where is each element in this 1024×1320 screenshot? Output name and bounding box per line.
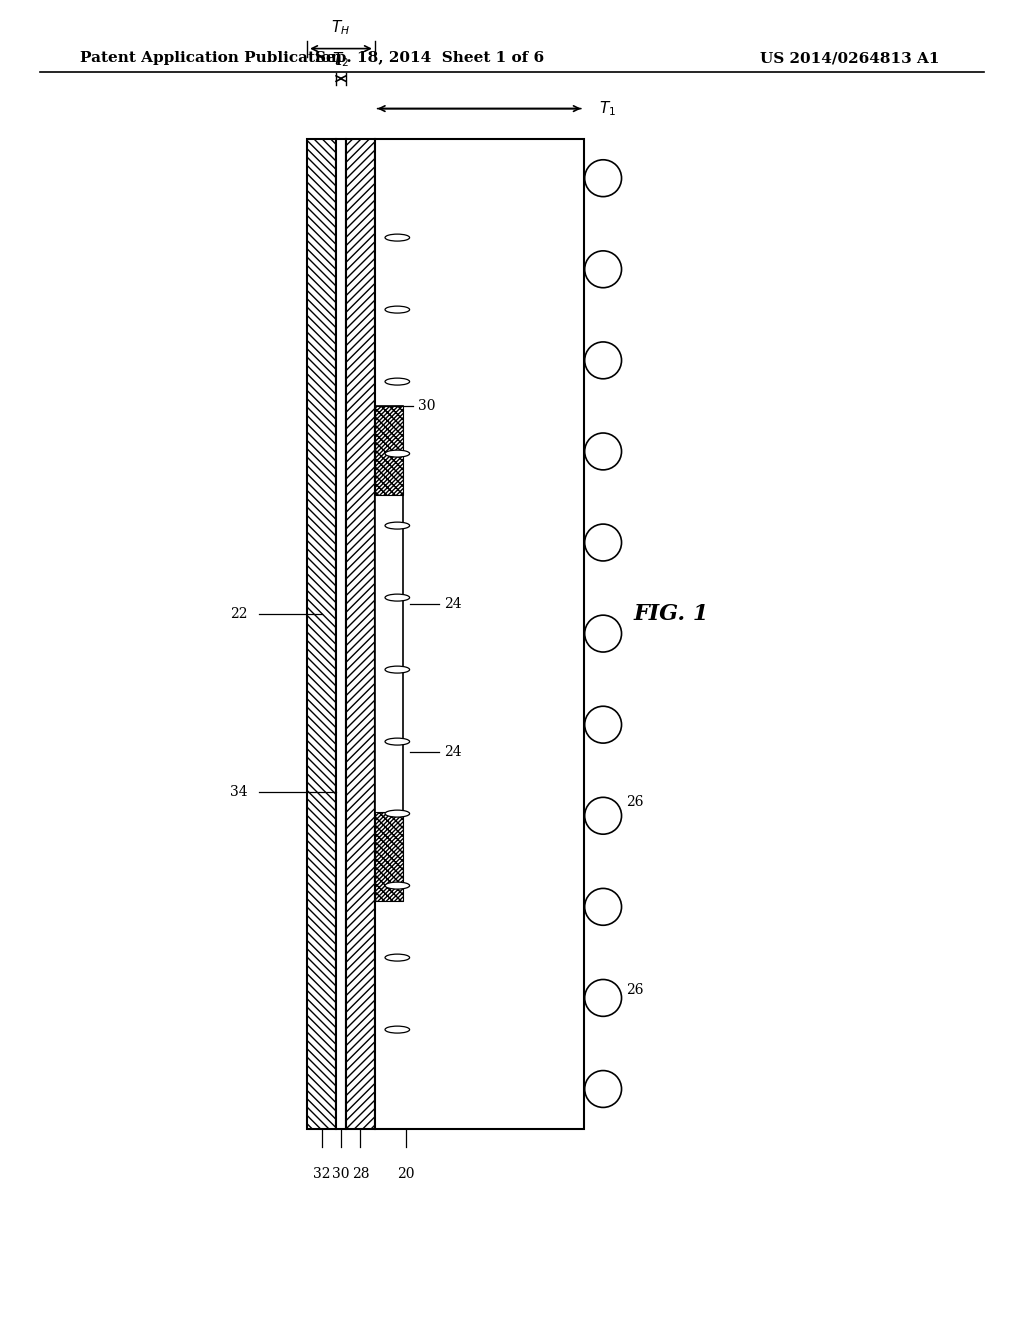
Text: US 2014/0264813 A1: US 2014/0264813 A1 (761, 51, 940, 65)
Text: Sep. 18, 2014  Sheet 1 of 6: Sep. 18, 2014 Sheet 1 of 6 (315, 51, 545, 65)
Ellipse shape (385, 1026, 410, 1034)
Circle shape (585, 1071, 622, 1107)
Text: FIG. 1: FIG. 1 (634, 603, 709, 624)
Bar (375, 407, 403, 495)
Circle shape (585, 251, 622, 288)
Ellipse shape (385, 954, 410, 961)
Bar (375, 407, 403, 900)
Text: 22: 22 (229, 607, 247, 620)
Bar (375, 139, 584, 1129)
Circle shape (585, 342, 622, 379)
Text: 32: 32 (312, 1167, 331, 1180)
Circle shape (585, 706, 622, 743)
Ellipse shape (385, 378, 410, 385)
Text: $T_1$: $T_1$ (599, 99, 615, 117)
Text: 34: 34 (229, 785, 247, 799)
Ellipse shape (385, 667, 410, 673)
Text: Patent Application Publication: Patent Application Publication (80, 51, 342, 65)
Bar (307, 139, 336, 1129)
Text: $T_2$: $T_2$ (333, 50, 349, 69)
Circle shape (585, 160, 622, 197)
Ellipse shape (385, 810, 410, 817)
Circle shape (585, 615, 622, 652)
Text: 30: 30 (419, 399, 436, 413)
Text: 20: 20 (397, 1167, 415, 1180)
Ellipse shape (385, 450, 410, 457)
Circle shape (585, 979, 622, 1016)
Text: $T_H$: $T_H$ (332, 18, 350, 37)
Text: 24: 24 (444, 597, 462, 611)
Text: 24: 24 (444, 746, 462, 759)
Circle shape (585, 524, 622, 561)
Bar (346, 139, 375, 1129)
Ellipse shape (385, 234, 410, 242)
Circle shape (585, 797, 622, 834)
Circle shape (585, 433, 622, 470)
Text: 28: 28 (351, 1167, 370, 1180)
Bar (336, 139, 346, 1129)
Bar (375, 812, 403, 900)
Text: 30: 30 (332, 1167, 350, 1180)
Circle shape (585, 888, 622, 925)
Ellipse shape (385, 523, 410, 529)
Ellipse shape (385, 882, 410, 890)
Text: 26: 26 (627, 795, 644, 809)
Ellipse shape (385, 594, 410, 601)
Ellipse shape (385, 738, 410, 744)
Ellipse shape (385, 306, 410, 313)
Text: 26: 26 (627, 983, 644, 997)
